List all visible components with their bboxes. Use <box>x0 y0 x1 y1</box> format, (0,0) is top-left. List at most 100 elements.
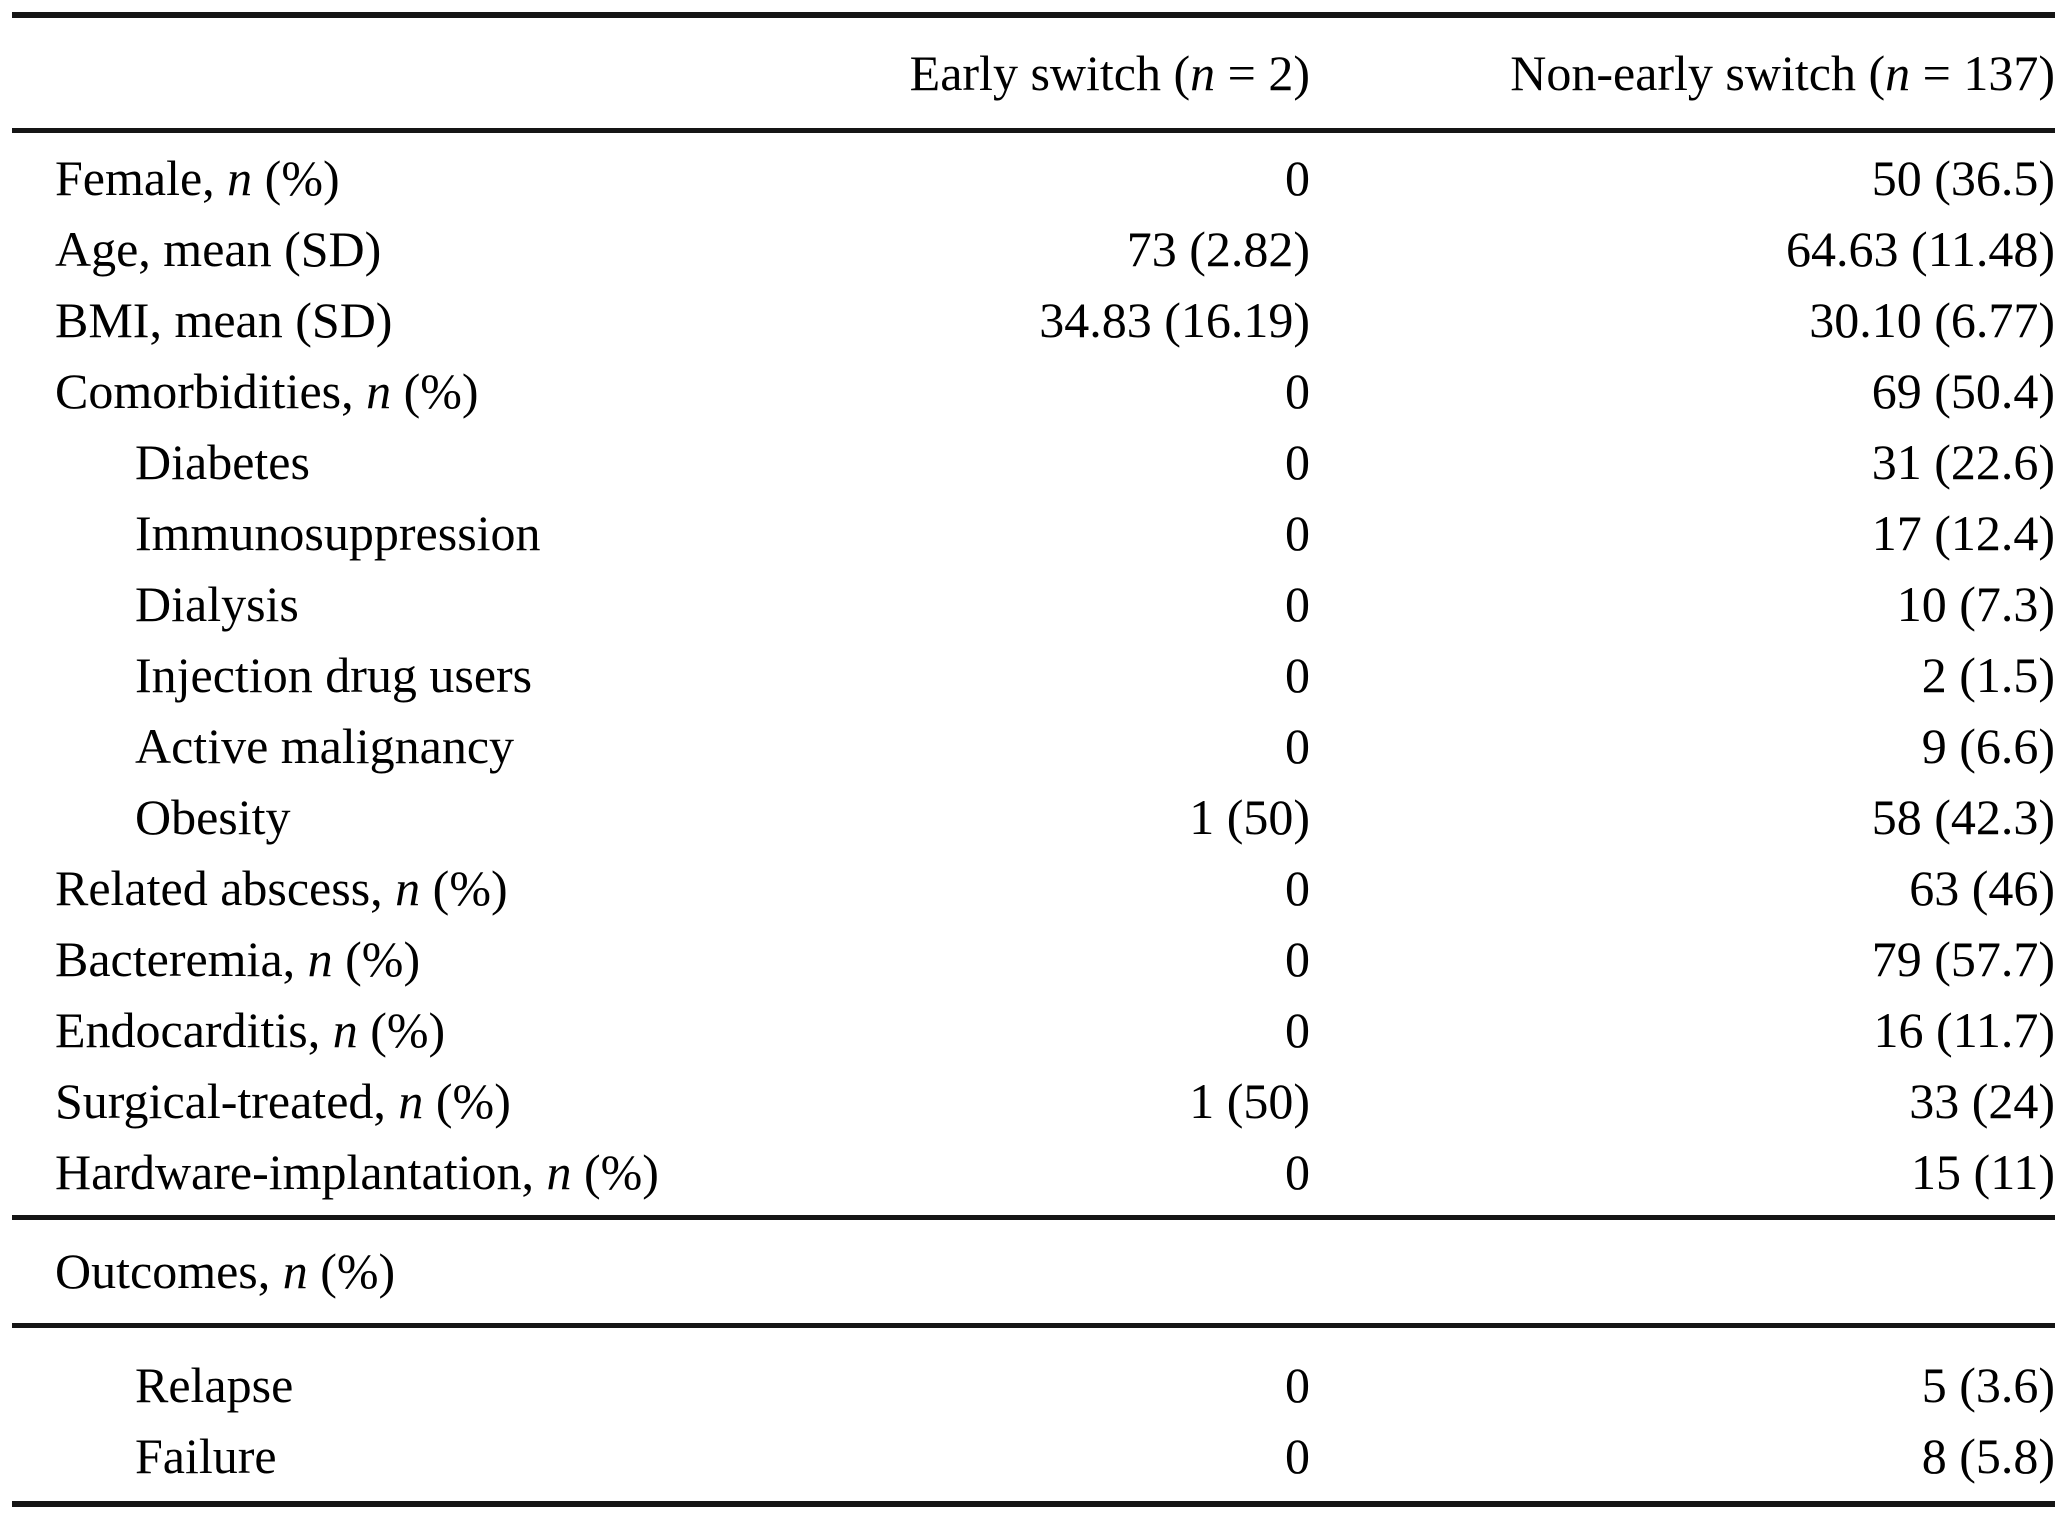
early-switch-value: 1 (50) <box>1189 789 1310 845</box>
non-early-switch-value: 16 (11.7) <box>1873 1002 2055 1058</box>
text-part: Bacteremia, <box>55 931 308 987</box>
row-label: Immunosuppression <box>12 498 812 569</box>
italic-n: n <box>1190 45 1216 101</box>
text-part: Female, <box>55 150 228 206</box>
non-early-switch-value: 10 (7.3) <box>1896 576 2055 632</box>
table-row: Comorbidities, n (%) 0 69 (50.4) <box>12 356 2055 427</box>
outcomes-header-row: Outcomes, n (%) <box>12 1218 2055 1326</box>
text-part: Immunosuppression <box>135 505 541 561</box>
text-part: Outcomes, <box>55 1243 283 1299</box>
early-switch-value: 0 <box>1285 1428 1310 1484</box>
non-early-switch-value: 31 (22.6) <box>1871 434 2055 490</box>
outcomes-header-label: Outcomes, n (%) <box>12 1218 2055 1326</box>
text-part: Non-early switch ( <box>1510 45 1886 101</box>
row-label: Related abscess, n (%) <box>12 853 812 924</box>
row-label: Female, n (%) <box>12 131 812 215</box>
non-early-switch-value: 69 (50.4) <box>1871 363 2055 419</box>
text-part: Age, mean (SD) <box>55 221 382 277</box>
early-switch-value: 34.83 (16.19) <box>1039 292 1310 348</box>
row-label: Endocarditis, n (%) <box>12 995 812 1066</box>
row-label: Diabetes <box>12 427 812 498</box>
text-part: Active malignancy <box>135 718 515 774</box>
row-label: Active malignancy <box>12 711 812 782</box>
table-row: Relapse 0 5 (3.6) <box>12 1326 2055 1422</box>
italic-n: n <box>227 150 253 206</box>
non-early-switch-value: 63 (46) <box>1909 860 2055 916</box>
early-switch-value: 73 (2.82) <box>1126 221 1310 277</box>
column-header-label <box>12 15 812 131</box>
italic-n: n <box>1885 45 1911 101</box>
patient-characteristics-table: Early switch (n = 2) Non-early switch (n… <box>12 12 2055 1507</box>
italic-n: n <box>546 1144 572 1200</box>
italic-n: n <box>282 1243 308 1299</box>
text-part: Relapse <box>135 1357 294 1413</box>
text-part: Diabetes <box>135 434 310 490</box>
row-label: Bacteremia, n (%) <box>12 924 812 995</box>
italic-n: n <box>398 1073 424 1129</box>
table-row: Obesity 1 (50) 58 (42.3) <box>12 782 2055 853</box>
text-part: BMI, mean (SD) <box>55 292 393 348</box>
early-switch-value: 0 <box>1285 860 1310 916</box>
non-early-switch-value: 33 (24) <box>1909 1073 2055 1129</box>
early-switch-value: 0 <box>1285 647 1310 703</box>
non-early-switch-value: 17 (12.4) <box>1871 505 2055 561</box>
table-row: Female, n (%) 0 50 (36.5) <box>12 131 2055 215</box>
text-part: Related abscess, <box>55 860 396 916</box>
row-label: Obesity <box>12 782 812 853</box>
text-part: (%) <box>357 1002 446 1058</box>
table-row: Active malignancy 0 9 (6.6) <box>12 711 2055 782</box>
table-row: Diabetes 0 31 (22.6) <box>12 427 2055 498</box>
column-header-non-early-switch: Non-early switch (n = 137) <box>1310 15 2055 131</box>
table-header: Early switch (n = 2) Non-early switch (n… <box>12 15 2055 131</box>
italic-n: n <box>307 931 333 987</box>
non-early-switch-value: 9 (6.6) <box>1921 718 2055 774</box>
text-part: (%) <box>252 150 340 206</box>
non-early-switch-value: 64.63 (11.48) <box>1786 221 2055 277</box>
table-row: Age, mean (SD) 73 (2.82) 64.63 (11.48) <box>12 214 2055 285</box>
non-early-switch-value: 50 (36.5) <box>1871 150 2055 206</box>
row-label: Hardware-implantation, n (%) <box>12 1137 812 1218</box>
non-early-switch-value: 8 (5.8) <box>1921 1428 2055 1484</box>
column-header-early-switch: Early switch (n = 2) <box>812 15 1310 131</box>
text-part: (%) <box>423 1073 511 1129</box>
text-part: Comorbidities, <box>55 363 367 419</box>
text-part: Obesity <box>135 789 291 845</box>
text-part: Failure <box>135 1428 277 1484</box>
text-part: Early switch ( <box>909 45 1191 101</box>
non-early-switch-value: 2 (1.5) <box>1921 647 2055 703</box>
text-part: (%) <box>307 1243 396 1299</box>
text-part: Surgical-treated, <box>55 1073 399 1129</box>
outcomes-section: Relapse 0 5 (3.6) Failure 0 8 (5.8) <box>12 1326 2055 1504</box>
row-label: Surgical-treated, n (%) <box>12 1066 812 1137</box>
table-row: Failure 0 8 (5.8) <box>12 1421 2055 1504</box>
row-label: Dialysis <box>12 569 812 640</box>
row-label: Relapse <box>12 1326 812 1422</box>
table-row: Related abscess, n (%) 0 63 (46) <box>12 853 2055 924</box>
text-part: = 137) <box>1910 45 2055 101</box>
italic-n: n <box>332 1002 358 1058</box>
table-row: Bacteremia, n (%) 0 79 (57.7) <box>12 924 2055 995</box>
text-part: Dialysis <box>135 576 299 632</box>
row-label: Comorbidities, n (%) <box>12 356 812 427</box>
early-switch-value: 0 <box>1285 505 1310 561</box>
early-switch-value: 0 <box>1285 434 1310 490</box>
italic-n: n <box>366 363 392 419</box>
early-switch-value: 1 (50) <box>1189 1073 1310 1129</box>
table-row: BMI, mean (SD) 34.83 (16.19) 30.10 (6.77) <box>12 285 2055 356</box>
characteristics-section: Female, n (%) 0 50 (36.5) Age, mean (SD) 73 … <box>12 131 2055 1218</box>
italic-n: n <box>395 860 421 916</box>
early-switch-value: 0 <box>1285 363 1310 419</box>
non-early-switch-value: 15 (11) <box>1911 1144 2055 1200</box>
non-early-switch-value: 79 (57.7) <box>1871 931 2055 987</box>
text-part: (%) <box>571 1144 659 1200</box>
text-part: (%) <box>420 860 508 916</box>
text-part: Injection drug users <box>135 647 533 703</box>
row-label: Age, mean (SD) <box>12 214 812 285</box>
non-early-switch-value: 5 (3.6) <box>1921 1357 2055 1413</box>
early-switch-value: 0 <box>1285 150 1310 206</box>
early-switch-value: 0 <box>1285 1144 1310 1200</box>
non-early-switch-value: 30.10 (6.77) <box>1809 292 2055 348</box>
outcomes-header-section: Outcomes, n (%) <box>12 1218 2055 1326</box>
table-row: Dialysis 0 10 (7.3) <box>12 569 2055 640</box>
